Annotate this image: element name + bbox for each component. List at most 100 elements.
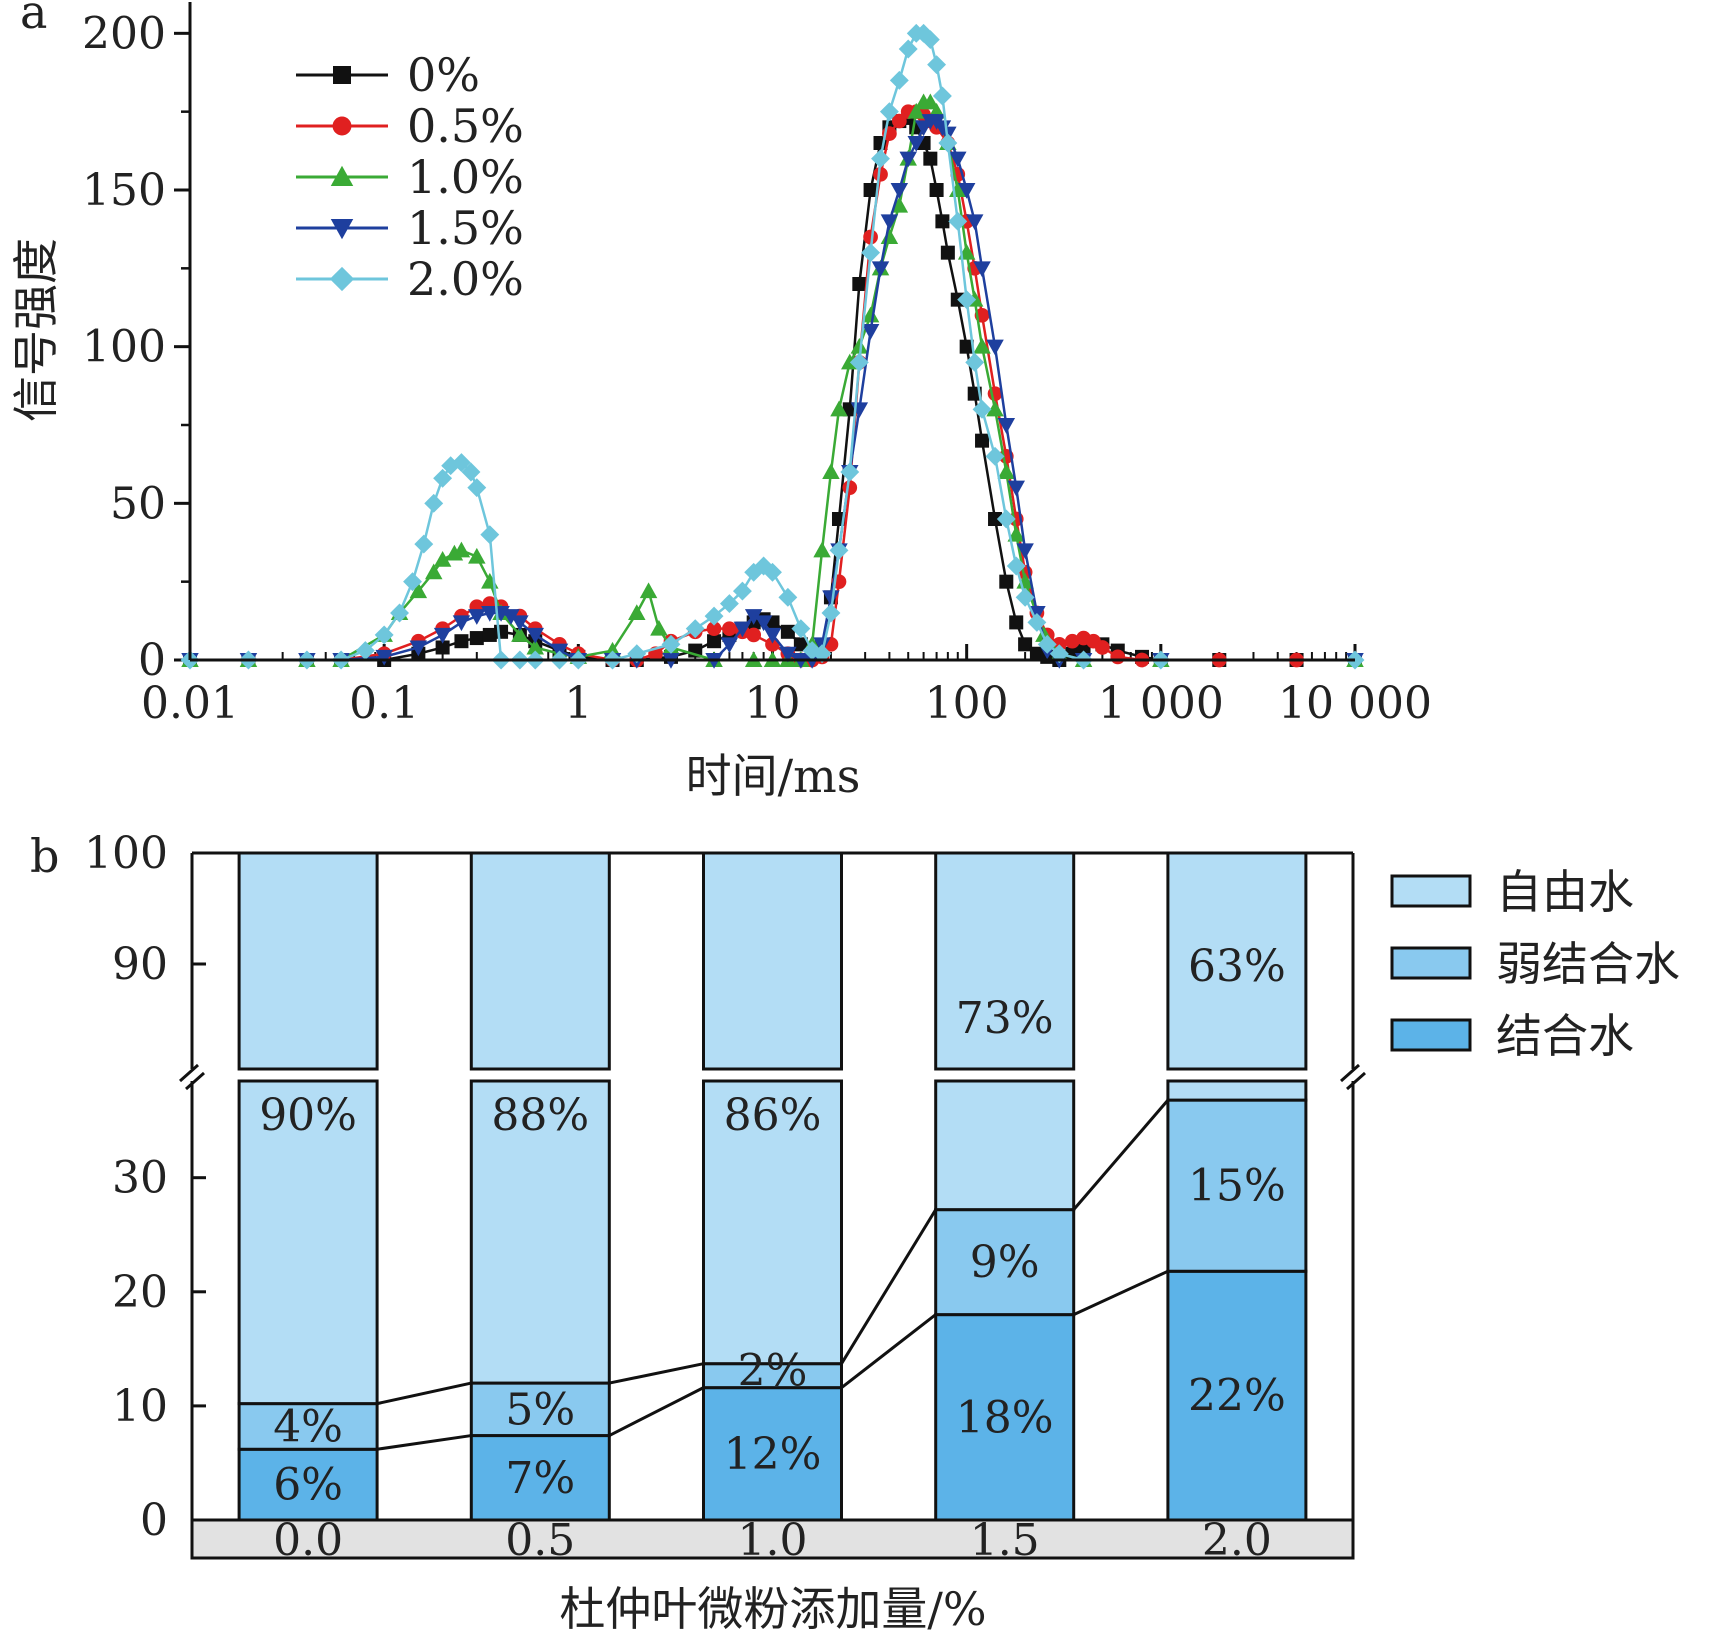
a-data-point xyxy=(997,463,1016,479)
b-bar-segment xyxy=(1166,1098,1308,1273)
a-data-point xyxy=(375,649,393,666)
a-data-point xyxy=(861,243,881,263)
a-y-axis: 0 50 100 150 200 xyxy=(82,8,190,686)
a-data-point xyxy=(840,462,860,482)
a-data-point xyxy=(733,621,752,638)
a-x-tick-label: 0.1 xyxy=(349,678,419,729)
a-data-point xyxy=(1110,649,1126,665)
b-x-tick-label: 0.5 xyxy=(505,1515,575,1566)
b-bar-segment xyxy=(237,1079,379,1406)
b-data-label: 12% xyxy=(724,1429,822,1480)
a-data-point xyxy=(813,541,831,558)
a-data-point xyxy=(661,634,681,654)
a-x-tick-label: 10 xyxy=(745,678,801,729)
a-data-point xyxy=(898,39,918,59)
b-data-label: 6% xyxy=(273,1460,343,1511)
a-data-point xyxy=(467,478,487,498)
a-x-tick-label: 100 xyxy=(925,678,1009,729)
a-series-0 xyxy=(183,110,1362,667)
a-data-point xyxy=(957,183,976,199)
b-bar-segment xyxy=(469,1434,611,1522)
a-data-point xyxy=(975,433,990,448)
b-bar-segment xyxy=(237,1447,379,1522)
a-data-point xyxy=(879,102,899,122)
a-data-point xyxy=(650,619,668,636)
a-data-point xyxy=(468,609,486,625)
a-data-point xyxy=(763,562,782,582)
b-y-tick-label: 100 xyxy=(84,828,168,879)
b-axis-break-mark xyxy=(179,1063,199,1083)
a-data-point xyxy=(526,627,545,644)
a-data-point xyxy=(965,352,985,372)
a-data-point xyxy=(852,277,867,291)
b-x-axis: 0.0 0.5 1.0 1.5 2.0 xyxy=(273,1515,1272,1566)
b-x-tick-label: 1.5 xyxy=(970,1515,1040,1566)
a-data-point xyxy=(482,627,497,642)
b-legend-swatch xyxy=(1390,1018,1472,1052)
b-connector-line xyxy=(608,1362,704,1385)
a-x-tick-label: 1 000 xyxy=(1098,678,1224,729)
a-data-point xyxy=(999,574,1014,589)
a-data-point xyxy=(627,644,647,664)
a-y-tick-label: 100 xyxy=(82,322,166,373)
a-data-point xyxy=(403,572,422,592)
b-bar-segment xyxy=(237,851,379,1071)
a-legend-marker xyxy=(329,266,355,292)
a-data-point xyxy=(685,619,705,639)
a-legend-label: 0.5% xyxy=(407,99,524,153)
a-data-point xyxy=(1049,644,1069,664)
a-data-point xyxy=(454,634,469,649)
a-data-point xyxy=(720,637,739,654)
b-data-label: 2% xyxy=(738,1346,808,1397)
a-data-point xyxy=(959,339,974,354)
b-bar-segment xyxy=(934,1079,1076,1212)
a-data-point xyxy=(719,594,739,614)
a-data-point xyxy=(830,400,848,417)
a-data-point xyxy=(821,603,841,623)
b-connector-line xyxy=(840,1208,937,1365)
a-data-point xyxy=(949,151,967,168)
b-connector-line xyxy=(840,1313,937,1389)
a-data-point xyxy=(754,615,773,632)
a-data-point xyxy=(861,306,880,323)
panel-letter-a: a xyxy=(20,0,47,39)
b-bar-segment xyxy=(469,1079,611,1385)
a-y-tick-label: 150 xyxy=(82,165,166,216)
a-y-tick-label: 50 xyxy=(110,478,166,529)
a-data-point xyxy=(921,93,940,110)
a-y-tick-label: 200 xyxy=(82,8,166,59)
a-data-point xyxy=(778,587,798,607)
panel-letter-b: b xyxy=(30,829,59,883)
a-data-point xyxy=(481,606,499,622)
a-data-point xyxy=(374,625,394,645)
a-data-point xyxy=(861,324,880,340)
a-data-point xyxy=(899,151,917,168)
b-data-label: 73% xyxy=(956,993,1054,1044)
a-data-point xyxy=(526,638,545,655)
a-series-group xyxy=(180,23,1365,670)
a-data-point xyxy=(973,261,991,278)
b-bar-segment xyxy=(237,1402,379,1451)
a-data-point xyxy=(842,480,858,496)
a-series-1 xyxy=(182,104,1363,668)
b-bar-segment xyxy=(934,1313,1076,1522)
a-data-point xyxy=(494,624,509,639)
a-data-point xyxy=(829,540,849,560)
b-connector-line xyxy=(1072,1099,1170,1211)
b-axis-break-mark xyxy=(1340,1063,1360,1083)
b-x-axis-title: 杜仲叶微粉添加量/% xyxy=(559,1582,986,1636)
b-frame xyxy=(179,851,1366,1558)
b-x-axis-band xyxy=(190,1518,1355,1560)
b-data-label: 88% xyxy=(491,1090,589,1141)
a-data-point xyxy=(880,214,899,231)
a-data-point xyxy=(985,446,1005,466)
b-connector-line xyxy=(376,1381,472,1406)
a-data-point xyxy=(822,463,840,479)
b-data-label: 90% xyxy=(259,1090,357,1141)
a-series-line xyxy=(190,32,1355,662)
a-data-point xyxy=(791,619,811,639)
a-data-point xyxy=(433,550,452,567)
b-data-label: 4% xyxy=(273,1401,343,1452)
